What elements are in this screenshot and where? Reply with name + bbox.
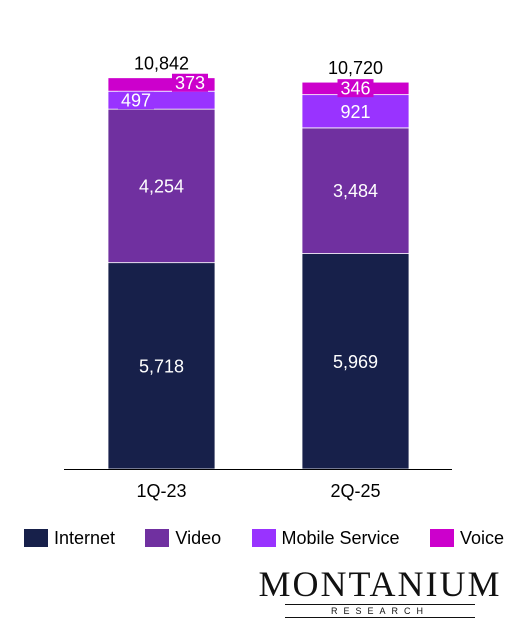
- value-label-2q-25-voice: 346: [340, 79, 370, 99]
- legend-label-internet: Internet: [54, 528, 115, 549]
- logo-wordmark: MONTANIUM: [255, 566, 505, 602]
- total-label-1q-23: 10,842: [134, 54, 189, 74]
- logo-subtitle: RESEARCH: [285, 604, 475, 618]
- legend-item-voice: Voice: [430, 528, 504, 549]
- legend-swatch-mobile-service: [252, 529, 276, 547]
- value-label-2q-25-mobile-service: 921: [340, 102, 370, 122]
- value-label-1q-23-internet: 5,718: [139, 356, 184, 376]
- value-label-1q-23-video: 4,254: [139, 176, 184, 196]
- value-label-2q-25-internet: 5,969: [333, 352, 378, 372]
- value-label-2q-25-video: 3,484: [333, 181, 378, 201]
- legend-item-internet: Internet: [24, 528, 115, 549]
- legend-item-video: Video: [145, 528, 221, 549]
- total-label-2q-25: 10,720: [328, 58, 383, 78]
- legend-label-video: Video: [175, 528, 221, 549]
- legend-label-voice: Voice: [460, 528, 504, 549]
- category-label-2q-25: 2Q-25: [330, 481, 380, 501]
- montanium-logo: MONTANIUM RESEARCH: [255, 566, 505, 616]
- legend-item-mobile-service: Mobile Service: [252, 528, 400, 549]
- legend-label-mobile-service: Mobile Service: [282, 528, 400, 549]
- legend-swatch-voice: [430, 529, 454, 547]
- legend-swatch-video: [145, 529, 169, 547]
- legend: Internet Video Mobile Service Voice: [24, 526, 504, 550]
- value-label-1q-23-voice: 373: [175, 73, 205, 93]
- legend-swatch-internet: [24, 529, 48, 547]
- category-label-1q-23: 1Q-23: [136, 481, 186, 501]
- value-label-1q-23-mobile-service: 497: [121, 91, 151, 111]
